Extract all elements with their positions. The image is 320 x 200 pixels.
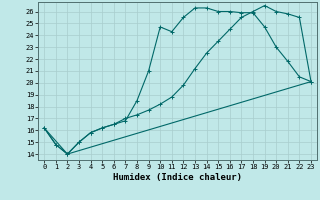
X-axis label: Humidex (Indice chaleur): Humidex (Indice chaleur): [113, 173, 242, 182]
